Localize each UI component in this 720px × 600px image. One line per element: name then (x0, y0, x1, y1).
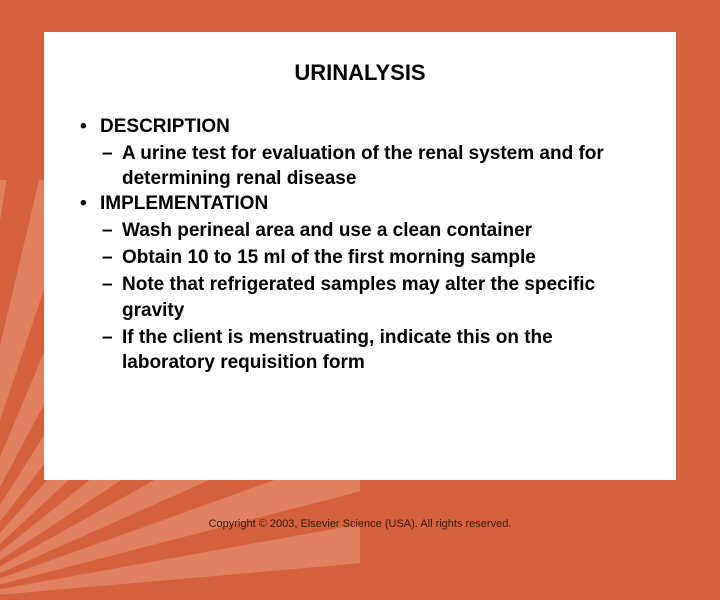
bullet-level2: A urine test for evaluation of the renal… (80, 141, 640, 191)
bullet-label: DESCRIPTION (100, 116, 230, 137)
copyright-footer: Copyright © 2003, Elsevier Science (USA)… (0, 518, 720, 530)
slide-body: DESCRIPTION A urine test for evaluation o… (80, 114, 640, 375)
bullet-level2: Note that refrigerated samples may alter… (80, 272, 640, 322)
bullet-level1: DESCRIPTION (80, 114, 640, 139)
bullet-label: IMPLEMENTATION (100, 193, 268, 214)
slide-panel: URINALYSIS DESCRIPTION A urine test for e… (44, 32, 676, 480)
bullet-level1: IMPLEMENTATION (80, 191, 640, 216)
bullet-level2: If the client is menstruating, indicate … (80, 325, 640, 375)
bullet-level2: Obtain 10 to 15 ml of the first morning … (80, 245, 640, 270)
slide-title: URINALYSIS (80, 60, 640, 86)
bullet-level2: Wash perineal area and use a clean conta… (80, 218, 640, 243)
